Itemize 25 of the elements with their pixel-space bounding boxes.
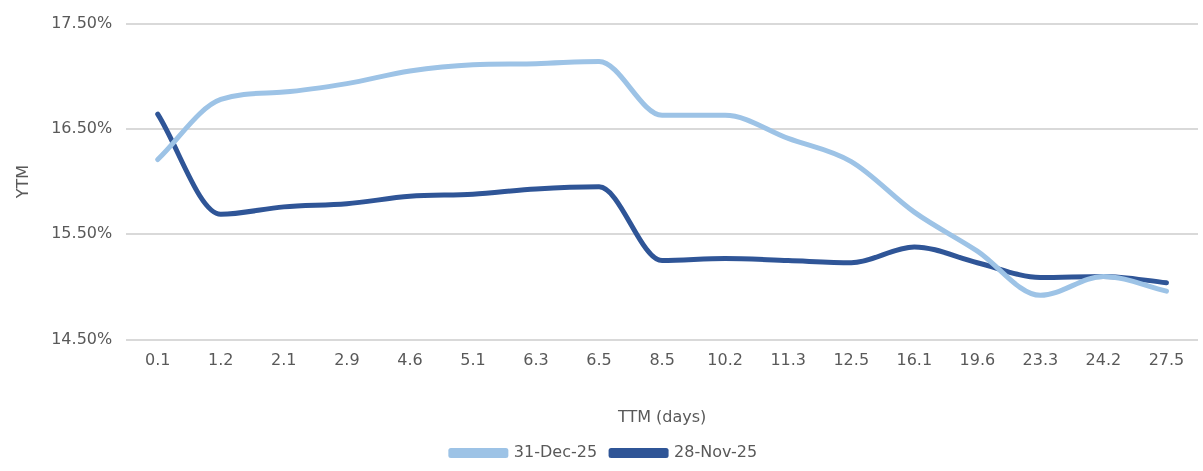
y-tick-label: 16.50% [51, 118, 113, 138]
x-tick-label: 27.5 [1148, 350, 1185, 370]
legend-label: 28-Nov-25 [674, 442, 758, 462]
x-tick-label: 10.2 [707, 350, 743, 370]
legend-label: 31-Dec-25 [513, 442, 598, 462]
x-tick-label: 8.5 [649, 350, 675, 370]
x-tick-label: 5.1 [460, 350, 486, 370]
y-tick-label: 17.50% [51, 12, 113, 32]
x-tick-label: 4.6 [397, 350, 423, 370]
x-tick-label: 2.9 [334, 350, 360, 370]
x-tick-label: 12.5 [833, 350, 870, 370]
x-tick-label: 19.6 [959, 350, 996, 370]
y-tick-label: 14.50% [51, 328, 113, 348]
x-tick-label: 24.2 [1085, 350, 1122, 370]
x-tick-label: 1.2 [208, 350, 234, 370]
x-tick-label: 16.1 [896, 350, 933, 370]
x-tick-label: 23.3 [1022, 350, 1059, 370]
x-tick-label: 2.1 [271, 350, 297, 370]
x-axis-title: TTM (days) [616, 406, 707, 426]
x-tick-label: 0.1 [145, 350, 171, 370]
x-tick-label: 6.3 [523, 350, 549, 370]
y-tick-label: 15.50% [51, 223, 113, 243]
x-tick-label: 11.3 [770, 350, 807, 370]
x-tick-label: 6.5 [586, 350, 612, 370]
y-axis-title: YTM [12, 164, 32, 200]
